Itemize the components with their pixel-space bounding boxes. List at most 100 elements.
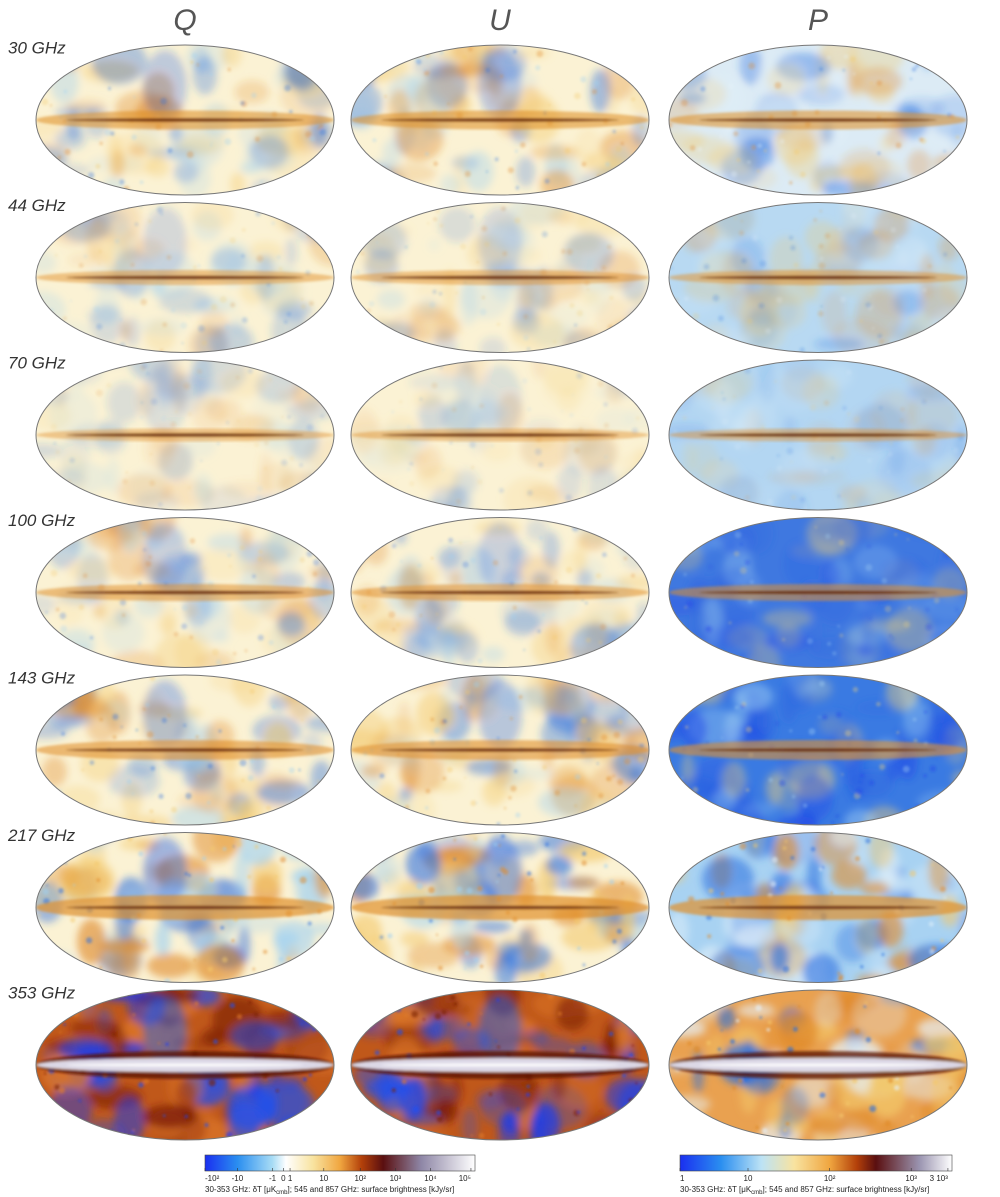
map-blob [376,289,406,310]
map-speck [676,860,680,864]
map-speck [55,449,61,455]
map-blob [368,621,405,668]
map-speck [740,349,743,352]
map-speck [197,264,201,268]
map-speck [132,506,135,509]
map-blob [192,1108,214,1122]
map-speck [70,917,76,923]
map-speck [494,157,499,162]
map-speck [448,546,451,550]
plane-line [65,118,305,122]
map-blob [925,990,966,1009]
map-speck [921,526,929,534]
map-speck [566,248,573,255]
map-speck [929,948,935,955]
map-speck [229,565,232,568]
map-speck [85,937,93,944]
map-blob [222,45,242,68]
map-blob [563,232,614,275]
map-blob [580,288,601,305]
map-speck [412,1106,420,1113]
galactic-plane [36,895,334,920]
map-blob [284,675,308,693]
map-blob [36,251,57,274]
map-speck [200,459,203,462]
map-blob [351,1098,368,1123]
map-speck [518,695,523,699]
map-speck [623,758,631,765]
map-blob [615,574,649,591]
map-speck [686,1015,690,1019]
map-speck [637,756,645,763]
map-speck [768,777,773,783]
map-blob [229,172,246,195]
map-blob [113,223,136,271]
map-blob [301,202,334,239]
map-speck [788,180,793,185]
map-speck [96,323,103,330]
map-speck [700,86,706,92]
map-blob [558,750,600,789]
map-speck [227,67,232,72]
map-blob [886,608,933,653]
map-speck [424,806,429,810]
map-speck [385,879,388,882]
map-speck [865,1037,872,1043]
map-speck [248,1000,252,1005]
map-speck [779,886,782,890]
map-blob [199,309,229,337]
map-speck [275,994,281,999]
map-speck [241,778,245,783]
map-speck [148,555,152,559]
map-speck [680,1000,686,1006]
map-speck [232,845,235,848]
map-speck [840,455,843,458]
map-speck [200,621,203,624]
map-blob [308,220,334,267]
map-speck [888,452,893,457]
map-speck [544,842,550,847]
map-blob [852,990,907,1038]
map-outline [35,832,335,983]
map-speck [281,459,288,466]
map-blob [158,438,191,483]
map-speck [936,209,942,215]
map-speck [404,245,408,249]
map-speck [327,517,334,523]
map-blob [669,159,703,195]
map-speck [784,839,788,843]
map-speck [713,661,717,666]
map-speck [204,1123,209,1128]
map-speck [141,938,147,944]
map-speck [779,138,785,144]
map-speck [58,888,64,894]
map-speck [863,1004,867,1008]
map-speck [495,880,499,883]
map-speck [871,326,875,330]
map-speck [207,966,214,973]
map-speck [283,841,287,845]
map-speck [83,254,88,259]
map-lobe [478,365,522,435]
map-blob [186,594,232,643]
map-blob [780,1086,810,1125]
map-speck [484,216,488,219]
map-speck [225,1131,233,1139]
map-speck [598,640,603,645]
map-outline [35,674,335,826]
map-speck [281,416,284,419]
map-speck [321,716,327,723]
map-speck [818,715,821,719]
map-speck [895,244,900,249]
map-speck [473,957,479,963]
map-speck [819,1091,826,1099]
map-speck [470,1134,474,1137]
map-blob [669,59,707,91]
map-blob [621,525,649,572]
map-speck [143,548,147,552]
map-speck [210,846,216,852]
map-speck [36,346,41,353]
map-speck [836,813,841,818]
map-speck [899,418,904,423]
map-speck [448,537,454,543]
